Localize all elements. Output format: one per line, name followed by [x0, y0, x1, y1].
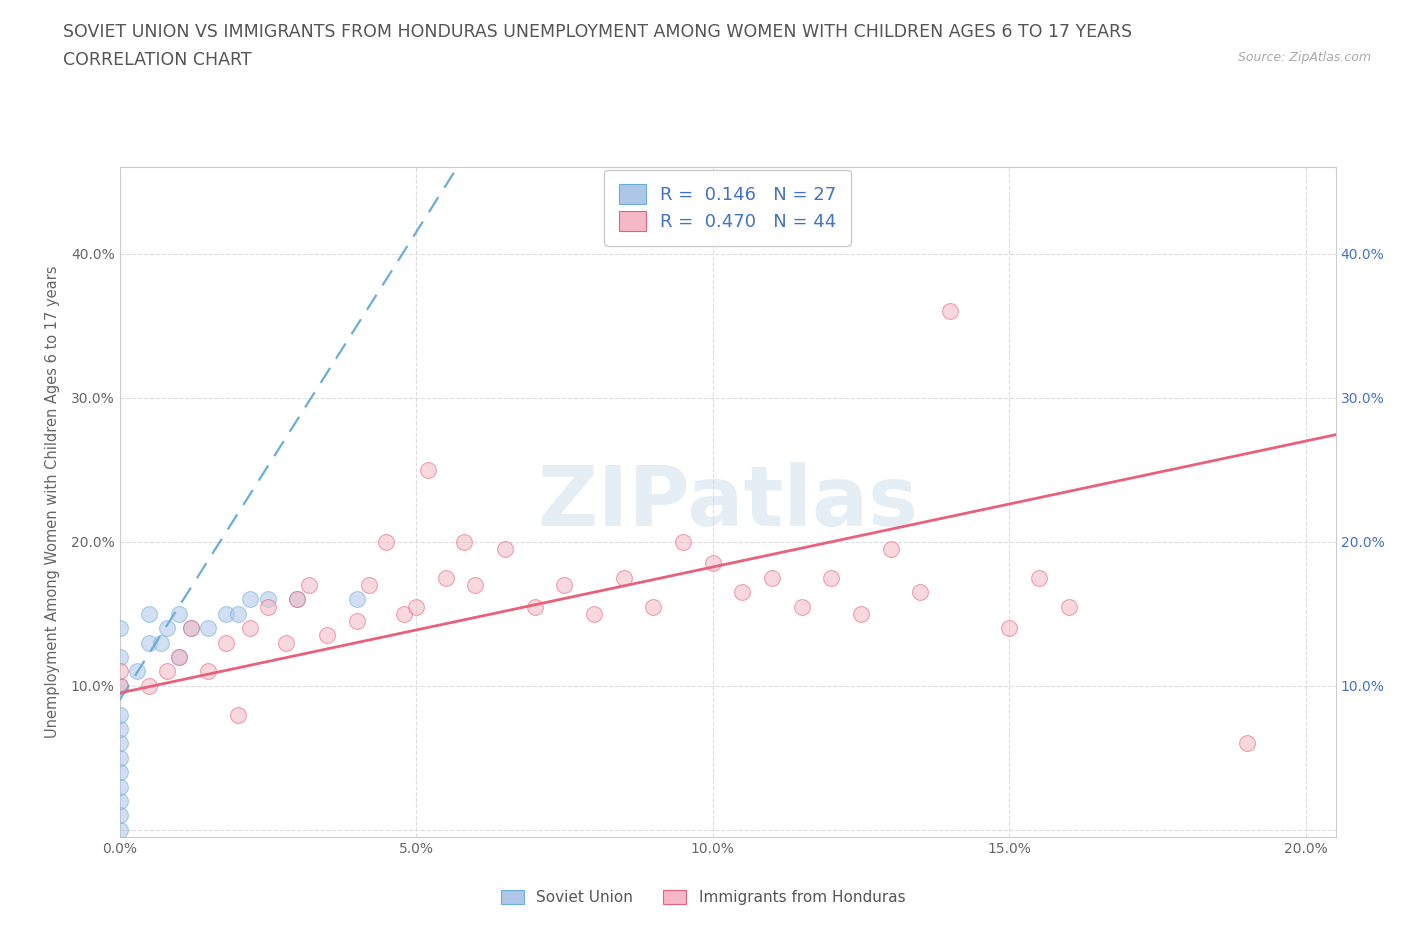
Point [790, 599, 813, 614]
Point [239, 592, 262, 607]
Point [910, 585, 932, 600]
Point [939, 304, 962, 319]
Point [108, 808, 131, 823]
Point [761, 570, 783, 585]
Point [108, 620, 131, 635]
Point [108, 678, 131, 693]
Point [167, 649, 190, 664]
Point [197, 664, 219, 679]
Point [287, 592, 309, 607]
Point [316, 628, 339, 643]
Text: CORRELATION CHART: CORRELATION CHART [63, 51, 252, 69]
Point [256, 592, 278, 607]
Point [375, 535, 398, 550]
Point [672, 535, 695, 550]
Point [298, 578, 321, 592]
Text: SOVIET UNION VS IMMIGRANTS FROM HONDURAS UNEMPLOYMENT AMONG WOMEN WITH CHILDREN : SOVIET UNION VS IMMIGRANTS FROM HONDURAS… [63, 23, 1132, 41]
Point [643, 599, 665, 614]
Point [108, 736, 131, 751]
Point [1028, 570, 1050, 585]
Point [357, 578, 380, 592]
Point [880, 541, 903, 556]
Point [523, 599, 546, 614]
Legend: R =  0.146   N = 27, R =  0.470   N = 44: R = 0.146 N = 27, R = 0.470 N = 44 [605, 170, 851, 246]
Point [108, 822, 131, 837]
Point [1057, 599, 1080, 614]
Point [226, 707, 249, 722]
Point [167, 649, 190, 664]
Point [197, 620, 219, 635]
Point [108, 707, 131, 722]
Point [583, 606, 606, 621]
Point [274, 635, 297, 650]
Point [239, 620, 262, 635]
Point [434, 570, 457, 585]
Point [553, 578, 575, 592]
Point [108, 664, 131, 679]
Point [138, 635, 160, 650]
Point [226, 606, 249, 621]
Point [702, 556, 724, 571]
Point [138, 606, 160, 621]
Point [453, 535, 475, 550]
Point [108, 649, 131, 664]
Point [167, 606, 190, 621]
Point [998, 620, 1021, 635]
Point [108, 779, 131, 794]
Point [820, 570, 842, 585]
Point [215, 606, 238, 621]
Point [416, 462, 439, 477]
Point [394, 606, 416, 621]
Point [127, 664, 149, 679]
Point [108, 764, 131, 779]
Point [613, 570, 636, 585]
Point [256, 599, 278, 614]
Point [180, 620, 202, 635]
Point [180, 620, 202, 635]
Point [849, 606, 872, 621]
Point [494, 541, 516, 556]
Point [108, 793, 131, 808]
Y-axis label: Unemployment Among Women with Children Ages 6 to 17 years: Unemployment Among Women with Children A… [45, 266, 59, 738]
Point [150, 635, 173, 650]
Point [108, 751, 131, 765]
Point [1236, 736, 1258, 751]
Point [215, 635, 238, 650]
Point [287, 592, 309, 607]
Point [731, 585, 754, 600]
Point [156, 664, 179, 679]
Point [405, 599, 427, 614]
Text: Source: ZipAtlas.com: Source: ZipAtlas.com [1237, 51, 1371, 64]
Text: ZIPatlas: ZIPatlas [537, 461, 918, 543]
Point [346, 592, 368, 607]
Point [156, 620, 179, 635]
Legend: Soviet Union, Immigrants from Honduras: Soviet Union, Immigrants from Honduras [495, 884, 911, 911]
Point [138, 678, 160, 693]
Point [464, 578, 486, 592]
Point [108, 722, 131, 737]
Point [346, 614, 368, 629]
Point [108, 678, 131, 693]
